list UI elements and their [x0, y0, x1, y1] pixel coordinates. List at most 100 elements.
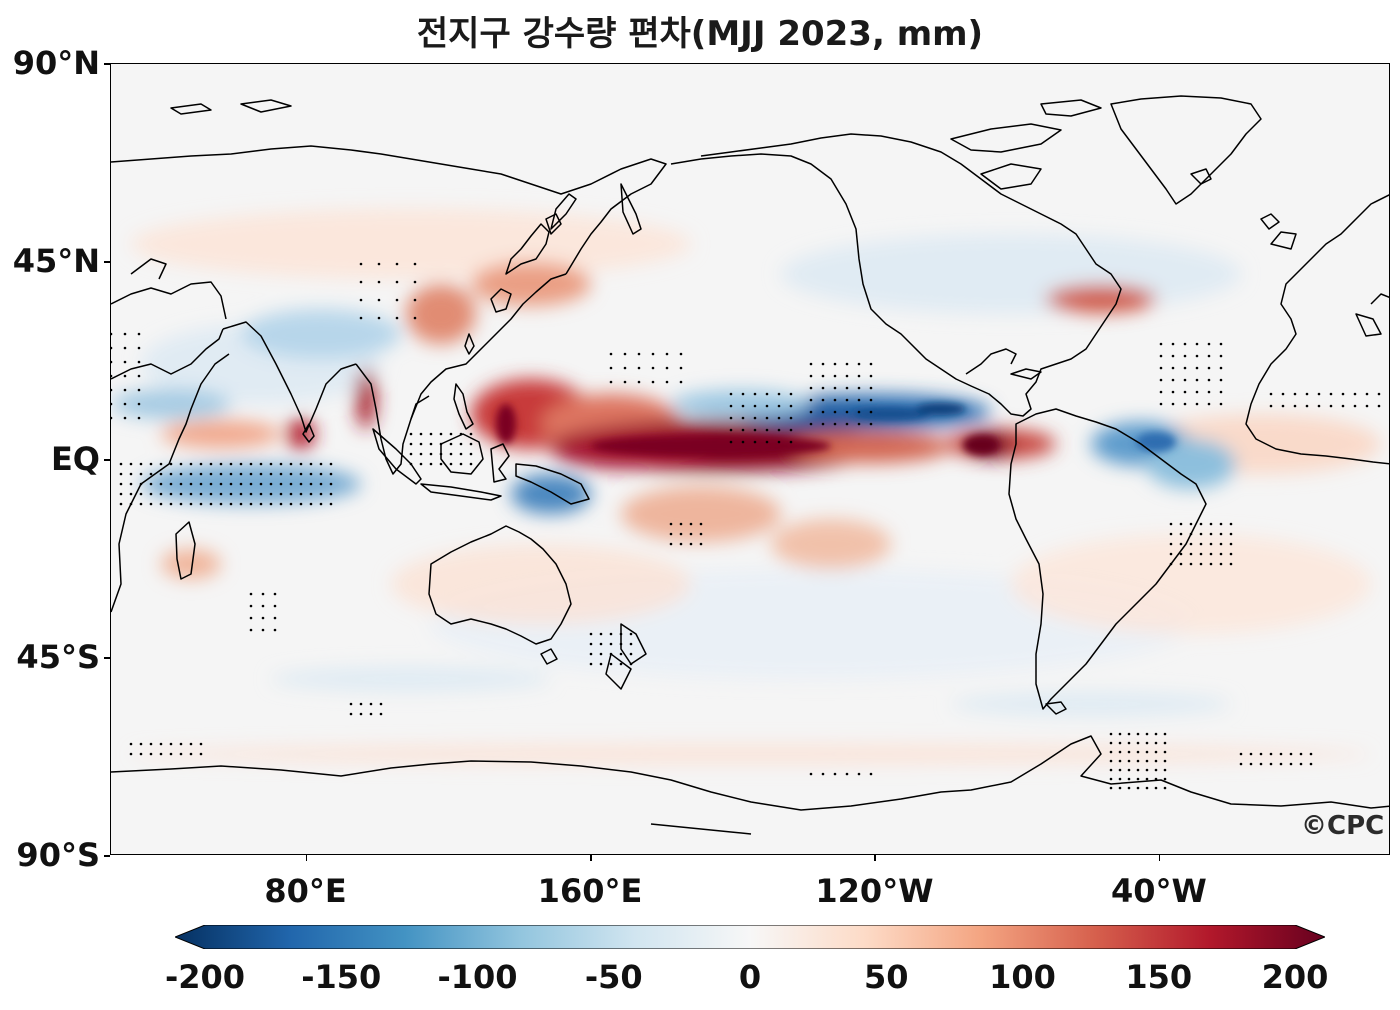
- stipple-dot: [261, 604, 265, 608]
- stipple-dot: [1127, 786, 1131, 790]
- stipple-dot: [679, 532, 683, 536]
- stipple-dot: [249, 472, 253, 476]
- stipple-dot: [1195, 342, 1199, 346]
- stipple-dot: [1199, 562, 1203, 566]
- stipple-dot: [1145, 768, 1149, 772]
- stipple-dot: [299, 502, 303, 506]
- stipple-dot: [359, 280, 363, 284]
- stipple-dot: [821, 398, 825, 402]
- stipple-dot: [699, 542, 703, 546]
- stipple-dot: [1219, 522, 1223, 526]
- stipple-dot: [609, 662, 613, 666]
- stipple-dot: [239, 492, 243, 496]
- stipple-dot: [309, 462, 313, 466]
- stipple-dot: [209, 462, 213, 466]
- stipple-dot: [1109, 741, 1113, 745]
- stipple-dot: [1171, 378, 1175, 382]
- stipple-dot: [261, 628, 265, 632]
- stipple-dot: [1109, 759, 1113, 763]
- stipple-dot: [1207, 342, 1211, 346]
- stipple-dot: [319, 482, 323, 486]
- stipple-dot: [741, 404, 745, 408]
- stipple-dot: [599, 662, 603, 666]
- stipple-dot: [189, 492, 193, 496]
- stipple-dot: [209, 482, 213, 486]
- stipple-dot: [137, 346, 141, 350]
- stipple-dot: [1169, 552, 1173, 556]
- stipple-dot: [699, 532, 703, 536]
- stipple-dot: [1154, 786, 1158, 790]
- stipple-dot: [809, 410, 813, 414]
- stipple-dot: [1154, 741, 1158, 745]
- stipple-dot: [1145, 741, 1149, 745]
- stipple-dot: [239, 462, 243, 466]
- stipple-dot: [419, 432, 423, 436]
- stipple-dot: [137, 388, 141, 392]
- stipple-dot: [219, 462, 223, 466]
- stipple-dot: [765, 404, 769, 408]
- stipple-dot: [319, 502, 323, 506]
- stipple-dot: [469, 432, 473, 436]
- stipple-dot: [1207, 366, 1211, 370]
- stipple-dot: [1229, 562, 1233, 566]
- stipple-dot: [1249, 762, 1253, 766]
- stipple-dot: [359, 262, 363, 266]
- stipple-dot: [261, 616, 265, 620]
- stipple-dot: [129, 472, 133, 476]
- stipple-dot: [1209, 522, 1213, 526]
- stipple-dot: [1159, 402, 1163, 406]
- stipple-dot: [1118, 768, 1122, 772]
- stipple-dot: [409, 442, 413, 446]
- stipple-dot: [765, 440, 769, 444]
- stipple-dot: [139, 502, 143, 506]
- stipple-dot: [1154, 759, 1158, 763]
- stipple-dot: [369, 702, 373, 706]
- anomaly-detail: [496, 403, 1176, 457]
- stipple-dot: [269, 482, 273, 486]
- stipple-dot: [1118, 750, 1122, 754]
- stipple-dot: [169, 492, 173, 496]
- stipple-dot: [219, 502, 223, 506]
- stipple-dot: [159, 502, 163, 506]
- stipple-dot: [123, 388, 127, 392]
- stipple-dot: [359, 316, 363, 320]
- stipple-dot: [249, 628, 253, 632]
- stipple-dot: [589, 632, 593, 636]
- stipple-dot: [199, 752, 203, 756]
- stipple-dot: [869, 422, 873, 426]
- stipple-dot: [439, 442, 443, 446]
- stipple-dot: [1293, 404, 1297, 408]
- lon-label: 120°W: [815, 872, 934, 910]
- stipple-dot: [469, 442, 473, 446]
- stipple-dot: [1207, 390, 1211, 394]
- stipple-dot: [111, 332, 113, 336]
- stipple-dot: [1159, 354, 1163, 358]
- stipple-dot: [765, 416, 769, 420]
- stipple-dot: [249, 592, 253, 596]
- stipple-dot: [619, 662, 623, 666]
- stipple-dot: [111, 416, 113, 420]
- stipple-dot: [123, 332, 127, 336]
- stipple-dot: [199, 462, 203, 466]
- stipple-dot: [1207, 402, 1211, 406]
- stipple-dot: [609, 652, 613, 656]
- stipple-dot: [149, 742, 153, 746]
- stipple-dot: [249, 492, 253, 496]
- stipple-dot: [429, 432, 433, 436]
- stipple-dot: [111, 388, 113, 392]
- colorbar-tick-label: 150: [1125, 958, 1193, 996]
- stipple-dot: [249, 604, 253, 608]
- stipple-dot: [1145, 732, 1149, 736]
- stipple-dot: [789, 392, 793, 396]
- stipple-dot: [169, 752, 173, 756]
- stipple-dot: [789, 404, 793, 408]
- stipple-dot: [629, 632, 633, 636]
- stipple-dot: [857, 386, 861, 390]
- stipple-dot: [459, 432, 463, 436]
- stipple-dot: [679, 522, 683, 526]
- stipple-dot: [273, 604, 277, 608]
- stipple-dot: [1199, 542, 1203, 546]
- stipple-dot: [273, 628, 277, 632]
- stipple-dot: [1219, 402, 1223, 406]
- stipple-dot: [129, 502, 133, 506]
